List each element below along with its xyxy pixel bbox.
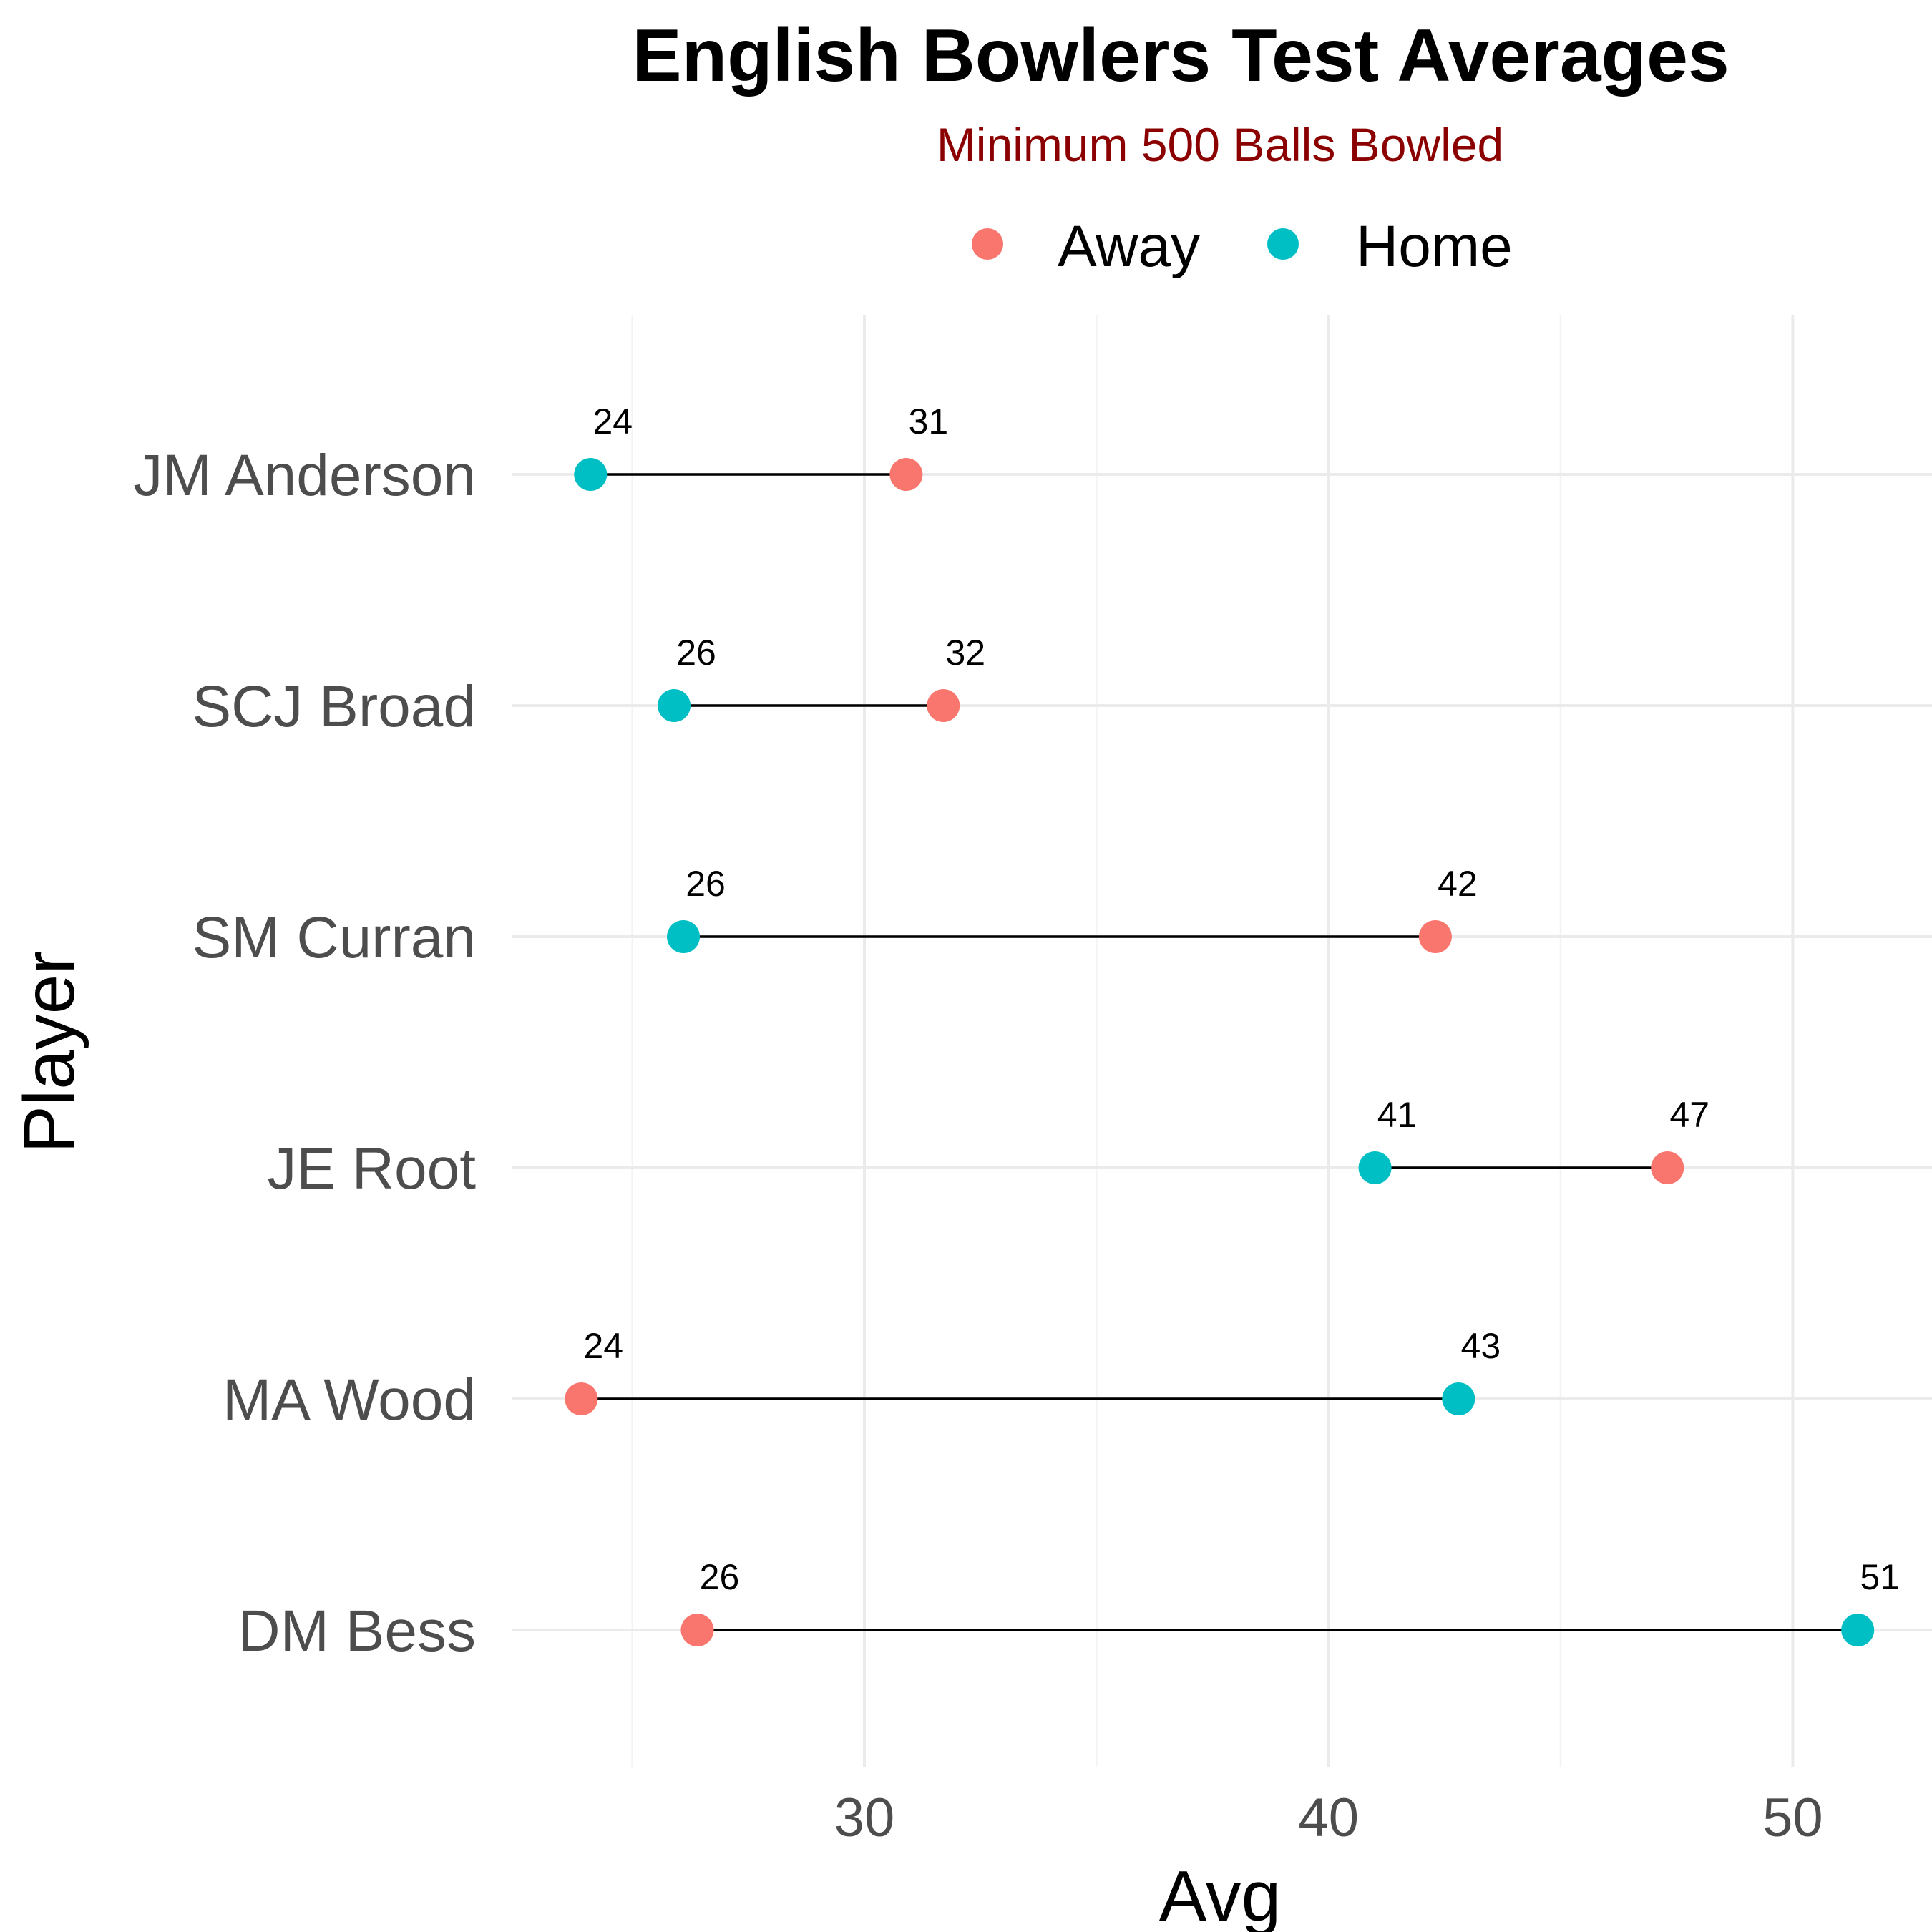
data-label-home: 41 bbox=[1377, 1095, 1418, 1135]
data-label-away: 31 bbox=[909, 401, 949, 441]
y-tick-label: SCJ Broad bbox=[192, 674, 476, 739]
legend-swatch-home bbox=[1267, 228, 1299, 260]
point-home bbox=[1442, 1382, 1475, 1415]
y-tick-label: DM Bess bbox=[238, 1599, 476, 1664]
data-label-home: 24 bbox=[592, 401, 633, 441]
y-tick-label: SM Curran bbox=[192, 905, 476, 970]
x-tick-label: 30 bbox=[834, 1787, 895, 1848]
point-away bbox=[1651, 1151, 1684, 1184]
y-tick-label: JM Anderson bbox=[133, 443, 476, 508]
x-tick-label: 50 bbox=[1762, 1787, 1823, 1848]
point-away bbox=[565, 1382, 598, 1415]
data-label-home: 26 bbox=[686, 864, 726, 904]
data-label-away: 42 bbox=[1438, 864, 1478, 904]
data-label-away: 24 bbox=[583, 1326, 623, 1366]
y-axis-title: Player bbox=[9, 950, 89, 1153]
point-home bbox=[1841, 1614, 1875, 1646]
point-away bbox=[680, 1614, 714, 1646]
point-away bbox=[1418, 920, 1452, 953]
plot-marks: 31 24 32 26 42 26 47 41 24 43 26 51 bbox=[565, 401, 1900, 1646]
x-axis-tick-labels: 30 40 50 bbox=[834, 1787, 1823, 1848]
point-home bbox=[1358, 1151, 1392, 1184]
data-label-home: 51 bbox=[1860, 1557, 1900, 1597]
x-tick-label: 40 bbox=[1298, 1787, 1359, 1848]
y-tick-label: JE Root bbox=[267, 1136, 476, 1201]
legend-swatch-away bbox=[972, 228, 1003, 260]
chart-subtitle: Minimum 500 Balls Bowled bbox=[937, 118, 1503, 171]
legend-label-home: Home bbox=[1356, 214, 1513, 279]
legend: Away Home bbox=[972, 214, 1513, 279]
chart-title: English Bowlers Test Averages bbox=[632, 14, 1729, 97]
legend-label-away: Away bbox=[1058, 214, 1200, 279]
grid bbox=[512, 315, 1932, 1767]
point-home bbox=[667, 920, 701, 953]
y-tick-label: MA Wood bbox=[223, 1367, 476, 1433]
data-label-away: 47 bbox=[1669, 1095, 1709, 1135]
x-axis-title: Avg bbox=[1159, 1856, 1282, 1932]
data-label-away: 26 bbox=[700, 1557, 740, 1597]
data-label-away: 32 bbox=[945, 633, 985, 673]
data-label-home: 26 bbox=[676, 633, 716, 673]
data-label-home: 43 bbox=[1461, 1326, 1501, 1366]
point-home bbox=[574, 458, 608, 491]
point-home bbox=[658, 689, 691, 722]
y-axis-tick-labels: JM Anderson SCJ Broad SM Curran JE Root MA W… bbox=[133, 443, 476, 1664]
point-away bbox=[889, 458, 923, 491]
point-away bbox=[927, 689, 960, 722]
